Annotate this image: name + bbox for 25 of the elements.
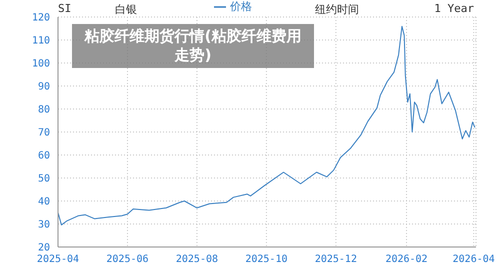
text: 白银 xyxy=(115,2,137,17)
x-tick-label: 2025-06 xyxy=(106,254,149,266)
y-tick-label: 70 xyxy=(38,128,50,139)
x-tick-label: 2025-10 xyxy=(245,254,288,266)
text: 纽约时间 xyxy=(315,2,359,17)
y-tick-label: 120 xyxy=(32,12,50,24)
y-tick-label: 20 xyxy=(38,242,50,254)
x-tick-label: 2025-12 xyxy=(314,254,357,266)
text: 粘胶纤维期货行情(粘胶纤维费用走势) xyxy=(72,24,314,68)
x-tick-label: 2026-04 xyxy=(452,254,495,266)
y-tick-label: 80 xyxy=(38,104,50,116)
x-tick-label: 2025-08 xyxy=(176,254,218,266)
y-tick-label: 50 xyxy=(38,174,50,185)
x-tick-label: 2026-02 xyxy=(385,254,428,266)
legend-label: 价格 xyxy=(230,0,252,13)
y-tick-label: 100 xyxy=(32,58,50,70)
line-series xyxy=(58,26,476,226)
y-tick-label: 90 xyxy=(38,82,50,93)
y-tick-label: 40 xyxy=(38,196,50,208)
x-tick-label: 2025-04 xyxy=(36,254,80,266)
y-tick-label: 30 xyxy=(38,220,50,231)
text: 1 Year xyxy=(434,2,474,15)
text: SI xyxy=(58,2,72,15)
y-tick-label: 110 xyxy=(32,36,50,47)
y-tick-label: 60 xyxy=(38,150,50,162)
